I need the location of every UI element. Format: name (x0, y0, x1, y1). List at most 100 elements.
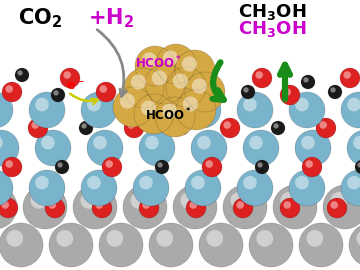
Circle shape (79, 121, 93, 135)
Circle shape (0, 198, 18, 218)
Circle shape (185, 72, 225, 112)
Circle shape (301, 75, 315, 89)
Circle shape (134, 94, 174, 134)
Circle shape (306, 230, 323, 247)
Circle shape (63, 71, 71, 79)
Circle shape (0, 130, 19, 166)
Circle shape (237, 170, 273, 206)
Circle shape (99, 223, 143, 267)
Circle shape (133, 92, 169, 128)
Circle shape (31, 121, 39, 129)
Circle shape (157, 230, 173, 247)
Text: $\mathbf{e^-}$: $\mathbf{e^-}$ (66, 80, 84, 93)
Circle shape (220, 118, 240, 138)
Circle shape (81, 192, 97, 209)
Circle shape (2, 82, 22, 102)
Circle shape (343, 71, 351, 79)
Circle shape (35, 98, 49, 112)
Circle shape (23, 185, 67, 229)
Circle shape (124, 118, 144, 138)
Circle shape (273, 123, 279, 129)
Circle shape (45, 198, 65, 218)
Circle shape (327, 198, 347, 218)
Circle shape (93, 136, 107, 149)
Circle shape (283, 88, 291, 96)
Circle shape (57, 162, 63, 168)
Circle shape (145, 136, 159, 149)
Circle shape (155, 97, 195, 137)
Circle shape (257, 162, 263, 168)
Circle shape (175, 50, 215, 90)
Circle shape (207, 230, 223, 247)
Circle shape (295, 130, 331, 166)
Circle shape (0, 223, 43, 267)
Circle shape (57, 230, 73, 247)
Circle shape (256, 230, 273, 247)
Circle shape (0, 170, 13, 206)
Circle shape (135, 46, 175, 86)
Circle shape (237, 92, 273, 128)
Circle shape (155, 160, 169, 174)
Circle shape (183, 96, 198, 112)
Circle shape (330, 87, 336, 93)
Circle shape (28, 118, 48, 138)
Circle shape (176, 90, 216, 130)
Circle shape (6, 230, 23, 247)
Circle shape (357, 162, 360, 168)
Circle shape (0, 185, 17, 229)
Circle shape (319, 121, 327, 129)
Circle shape (330, 201, 338, 209)
Circle shape (0, 136, 3, 149)
Circle shape (289, 92, 325, 128)
Circle shape (87, 176, 101, 190)
Circle shape (243, 176, 257, 190)
Circle shape (255, 71, 263, 79)
Circle shape (316, 118, 336, 138)
Text: $\mathbf{CH_3OH}$: $\mathbf{CH_3OH}$ (238, 19, 306, 39)
Circle shape (141, 100, 156, 116)
Circle shape (60, 68, 80, 88)
Circle shape (73, 185, 117, 229)
Text: $\mathbf{HCOO^*}$: $\mathbf{HCOO^*}$ (145, 107, 191, 123)
Circle shape (2, 157, 22, 177)
Circle shape (5, 85, 13, 93)
Circle shape (347, 98, 360, 112)
Circle shape (124, 68, 164, 108)
Circle shape (289, 170, 325, 206)
Circle shape (102, 157, 122, 177)
Circle shape (81, 92, 117, 128)
Circle shape (330, 192, 347, 209)
Circle shape (41, 136, 55, 149)
Circle shape (49, 223, 93, 267)
Circle shape (87, 98, 101, 112)
Circle shape (48, 201, 56, 209)
Circle shape (81, 170, 117, 206)
Circle shape (15, 68, 29, 82)
Circle shape (162, 103, 177, 119)
Circle shape (191, 98, 205, 112)
Circle shape (340, 68, 360, 88)
Circle shape (96, 82, 116, 102)
Circle shape (299, 223, 343, 267)
Circle shape (349, 223, 360, 267)
Circle shape (249, 136, 263, 149)
Circle shape (197, 136, 211, 149)
Circle shape (280, 198, 300, 218)
Circle shape (243, 130, 279, 166)
Circle shape (35, 176, 49, 190)
Circle shape (139, 98, 153, 112)
Circle shape (237, 201, 244, 209)
Circle shape (107, 230, 123, 247)
Circle shape (29, 170, 65, 206)
Circle shape (130, 192, 147, 209)
Circle shape (273, 185, 317, 229)
Circle shape (353, 136, 360, 149)
Circle shape (92, 198, 112, 218)
Circle shape (1, 201, 9, 209)
Circle shape (271, 121, 285, 135)
Circle shape (35, 130, 71, 166)
Circle shape (280, 192, 297, 209)
Circle shape (53, 90, 59, 96)
Circle shape (152, 70, 167, 86)
Circle shape (157, 162, 163, 168)
